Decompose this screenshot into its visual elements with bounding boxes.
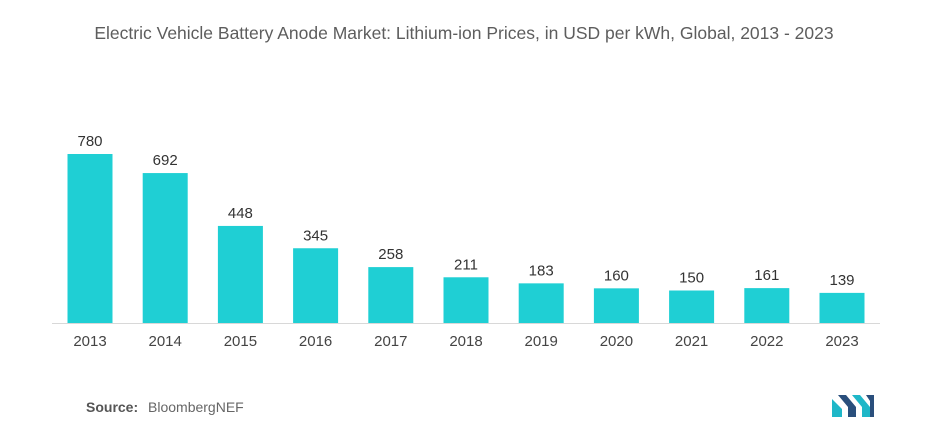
- mordor-intelligence-logo-icon: [832, 395, 874, 417]
- bar-2013: [67, 154, 113, 323]
- data-label-2019: 183: [529, 262, 554, 279]
- bar-2014: [142, 173, 188, 323]
- data-label-2013: 780: [77, 133, 102, 150]
- x-tick-label-2020: 2020: [600, 333, 633, 350]
- x-tick-label-2017: 2017: [374, 333, 407, 350]
- bar-2016: [293, 248, 339, 323]
- x-tick-label-2016: 2016: [299, 333, 332, 350]
- x-tick-label-2014: 2014: [149, 333, 182, 350]
- data-label-2015: 448: [228, 205, 253, 222]
- data-label-2018: 211: [454, 256, 478, 273]
- x-tick-label-2013: 2013: [73, 333, 106, 350]
- data-label-2020: 160: [604, 267, 629, 284]
- bar-2020: [593, 288, 639, 323]
- data-label-2022: 161: [754, 267, 779, 284]
- data-label-2023: 139: [829, 272, 854, 289]
- source-note: Source: BloombergNEF: [86, 399, 244, 415]
- x-tick-label-2015: 2015: [224, 333, 257, 350]
- source-label: Source:: [86, 399, 139, 415]
- x-tick-label-2021: 2021: [675, 333, 708, 350]
- bar-2023: [819, 292, 865, 323]
- x-tick-label-2022: 2022: [750, 333, 783, 350]
- bar-2021: [669, 290, 715, 323]
- bar-2019: [518, 283, 564, 323]
- x-tick-label-2019: 2019: [525, 333, 558, 350]
- data-label-2017: 258: [378, 246, 403, 263]
- x-tick-label-2018: 2018: [449, 333, 482, 350]
- bar-2022: [744, 288, 790, 323]
- bar-2015: [217, 225, 263, 323]
- bar-2018: [443, 277, 489, 323]
- x-tick-label-2023: 2023: [825, 333, 858, 350]
- data-label-2016: 345: [303, 227, 328, 244]
- source-text: BloombergNEF: [148, 399, 244, 415]
- chart-title: Electric Vehicle Battery Anode Market: L…: [94, 23, 834, 43]
- data-label-2021: 150: [679, 270, 704, 287]
- data-label-2014: 692: [153, 152, 178, 169]
- bar-2017: [368, 267, 414, 323]
